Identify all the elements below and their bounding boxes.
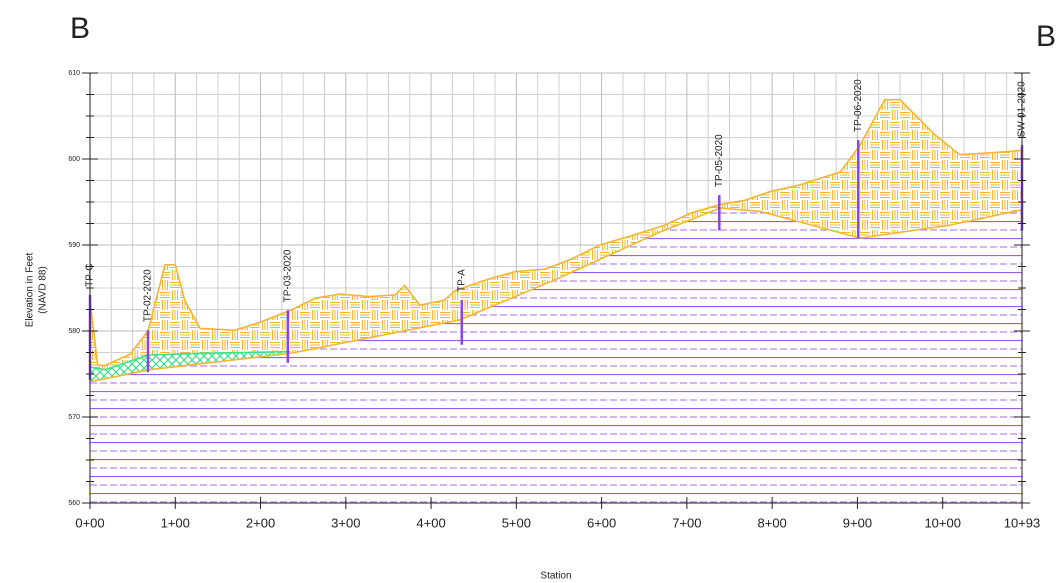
x-tick-label: 2+00	[246, 515, 275, 530]
x-tick-label: 10+93	[1004, 515, 1041, 530]
y-axis-label: (NAVD 88)	[38, 266, 49, 314]
x-axis-label: Station	[540, 571, 571, 582]
x-tick-label: 9+00	[843, 515, 872, 530]
x-tick-label: 10+00	[924, 515, 961, 530]
borehole-label: TP-03-2020	[282, 249, 293, 302]
x-tick-label: 6+00	[587, 515, 616, 530]
y-tick-label: 570	[68, 414, 80, 421]
y-tick-label: 600	[68, 156, 80, 163]
borehole-label: TP-06-2020	[853, 79, 864, 132]
y-tick-label: 560	[68, 500, 80, 507]
x-tick-label: 8+00	[758, 515, 787, 530]
x-tick-label: 4+00	[416, 515, 445, 530]
borehole-label: TP-05-2020	[714, 134, 725, 187]
layer-boundary	[89, 207, 1023, 383]
y-tick-label: 590	[68, 242, 80, 249]
y-tick-label: 580	[68, 328, 80, 335]
layer-area	[90, 208, 1022, 503]
x-tick-label: 1+00	[161, 515, 190, 530]
y-tick-label: 610	[68, 70, 80, 77]
borehole-label: TP-02-2020	[143, 269, 154, 322]
y-axis-label: Elevation in Feet	[25, 253, 36, 328]
x-tick-label: 7+00	[672, 515, 701, 530]
x-tick-label: 5+00	[502, 515, 531, 530]
x-tick-label: 0+00	[75, 515, 104, 530]
section-end-left: B	[70, 12, 90, 45]
borehole-label: TP-A	[456, 269, 467, 292]
section-end-right: B	[1036, 20, 1056, 53]
layer-boundary	[89, 98, 1023, 367]
x-tick-label: 3+00	[331, 515, 360, 530]
